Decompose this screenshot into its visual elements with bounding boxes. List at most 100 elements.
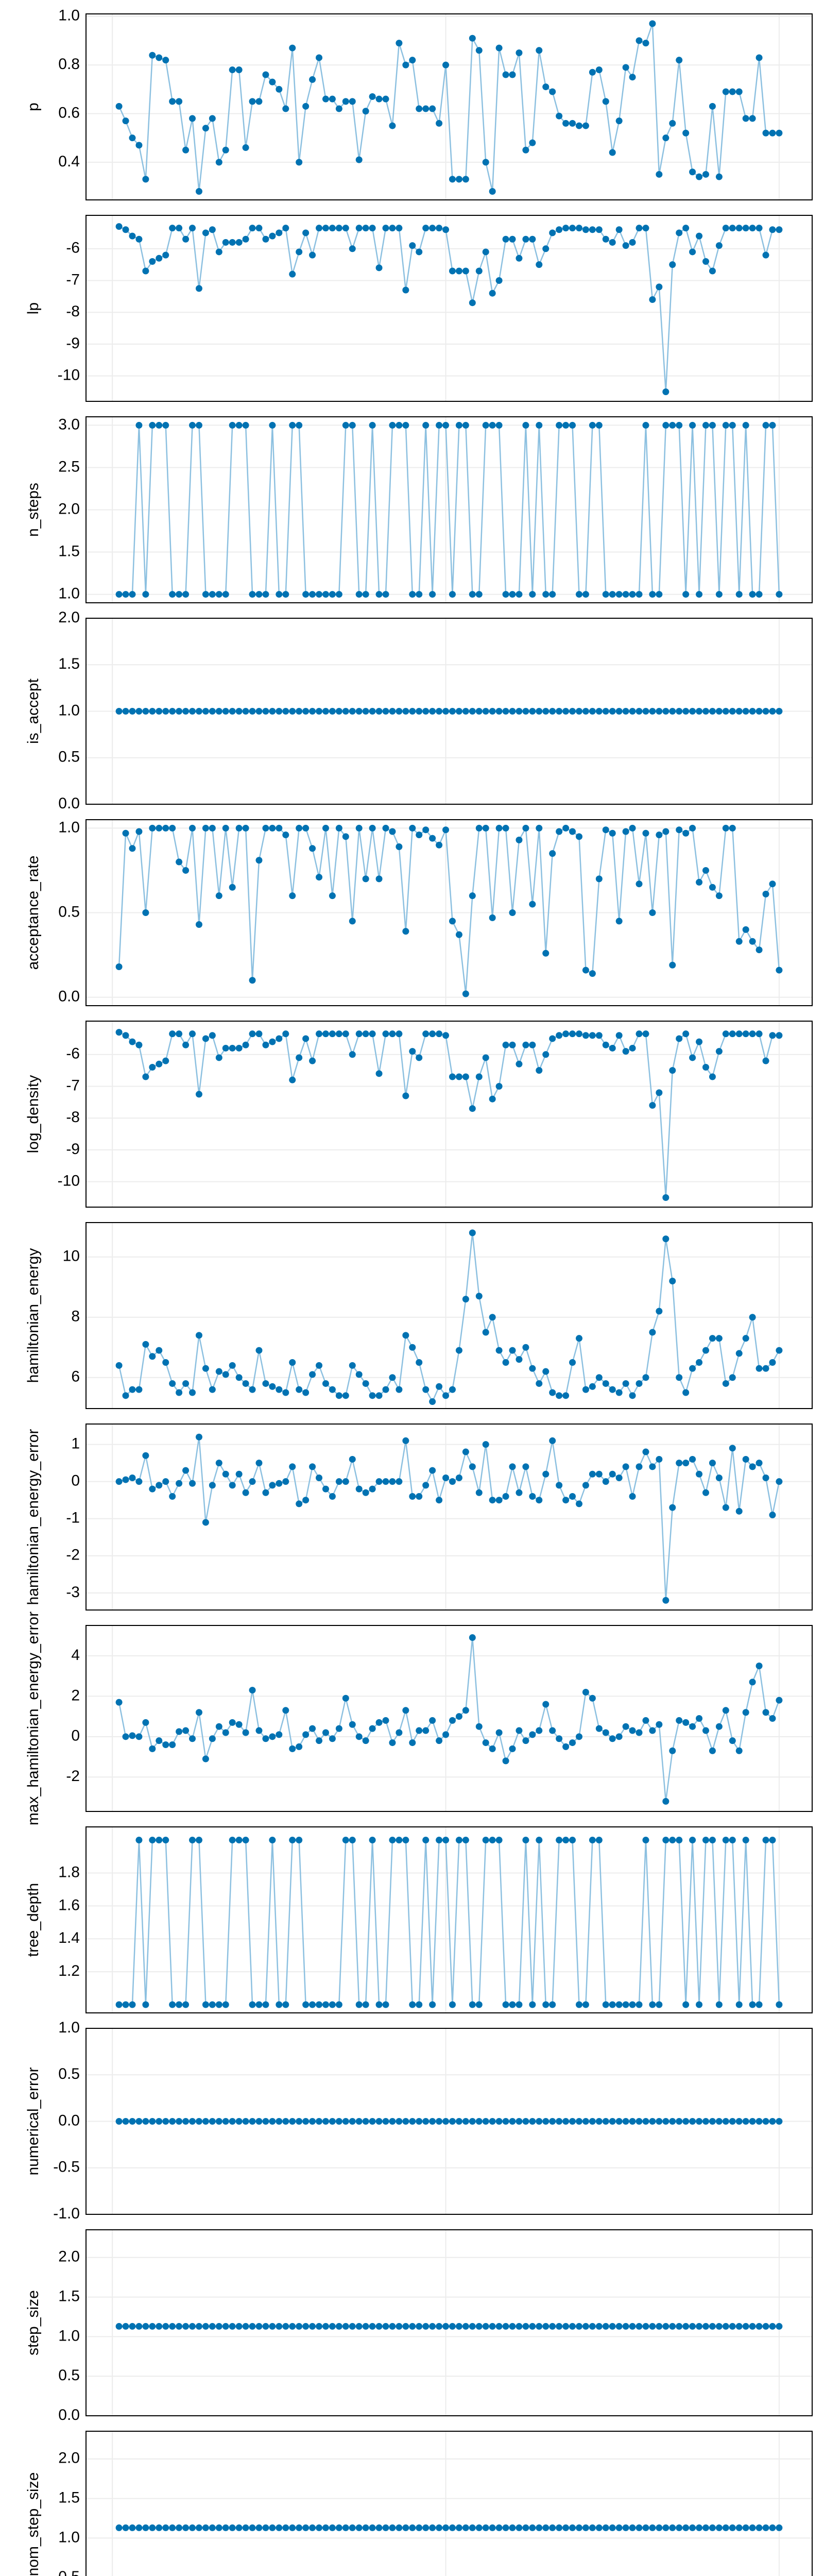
data-point — [489, 1837, 496, 1844]
data-point — [636, 1463, 643, 1470]
data-point — [382, 2118, 389, 2125]
data-point — [536, 708, 543, 715]
data-point — [749, 708, 756, 715]
data-point — [309, 2524, 316, 2531]
data-point — [769, 1512, 776, 1519]
data-point — [702, 171, 709, 178]
data-point — [729, 225, 736, 232]
data-point — [335, 1725, 342, 1732]
data-point — [542, 83, 550, 91]
data-point — [495, 44, 503, 52]
data-point — [262, 2001, 269, 2008]
data-point — [762, 251, 769, 259]
data-point — [589, 2323, 596, 2330]
data-point — [622, 591, 629, 598]
data-point — [662, 1235, 670, 1243]
y-tick-label: 0.5 — [58, 2065, 80, 2082]
data-point — [702, 1837, 709, 1844]
data-point — [575, 708, 582, 715]
data-point — [549, 1437, 556, 1444]
data-point — [369, 93, 376, 100]
data-point — [442, 226, 450, 233]
data-point — [262, 2323, 269, 2330]
data-point — [656, 2001, 663, 2008]
data-point — [529, 235, 536, 243]
data-point — [729, 824, 736, 832]
data-point — [455, 1347, 462, 1354]
panel: -2 0 2 4 max_hamiltonian_energy_error — [25, 1612, 813, 1825]
data-point — [422, 421, 430, 429]
data-point — [749, 591, 756, 598]
data-point — [582, 708, 589, 715]
data-point — [649, 1102, 656, 1109]
data-point — [756, 946, 763, 954]
data-point — [622, 242, 629, 249]
data-point — [296, 159, 303, 166]
data-point — [362, 875, 369, 883]
data-point — [615, 1389, 623, 1396]
data-point — [662, 828, 670, 835]
data-point — [422, 2524, 430, 2531]
data-point — [169, 1380, 176, 1387]
data-point — [756, 708, 763, 715]
data-point — [682, 591, 690, 598]
series-line — [118, 23, 779, 192]
data-point — [682, 2118, 690, 2125]
data-point — [489, 2524, 496, 2531]
data-point — [436, 1737, 443, 1744]
data-point — [455, 1073, 462, 1080]
data-point — [609, 149, 616, 156]
data-point — [449, 1386, 456, 1393]
data-point — [382, 591, 389, 598]
data-point — [255, 2524, 263, 2531]
data-point — [269, 824, 276, 832]
data-point — [622, 1380, 629, 1387]
data-point — [135, 1041, 143, 1048]
data-point — [669, 1278, 676, 1285]
data-point — [409, 1344, 416, 1351]
data-point — [556, 828, 563, 835]
data-point — [589, 226, 596, 233]
data-point — [195, 1709, 202, 1716]
data-point — [455, 708, 462, 715]
data-point — [335, 591, 342, 598]
data-point — [709, 267, 716, 275]
data-point — [369, 708, 376, 715]
data-point — [156, 421, 163, 429]
data-point — [362, 1380, 369, 1387]
data-point — [689, 168, 696, 176]
data-point — [689, 824, 696, 832]
data-point — [429, 591, 436, 598]
data-point — [556, 112, 563, 120]
data-point — [702, 1727, 709, 1734]
data-point — [449, 2118, 456, 2125]
plot-frame — [85, 2229, 813, 2416]
data-point — [749, 2524, 756, 2531]
data-point — [715, 2001, 723, 2008]
data-point — [589, 970, 596, 977]
data-point — [282, 708, 289, 715]
data-point — [369, 421, 376, 429]
data-point — [462, 990, 469, 997]
data-point — [602, 1041, 609, 1048]
y-tick-label: 2.0 — [58, 500, 80, 517]
data-point — [302, 1035, 310, 1042]
data-point — [402, 928, 409, 935]
data-point — [222, 591, 229, 598]
data-point — [162, 251, 169, 259]
data-point — [282, 591, 289, 598]
data-point — [242, 1380, 249, 1387]
plot-frame — [85, 2431, 813, 2576]
data-point — [602, 1478, 609, 1485]
data-point — [182, 1041, 190, 1048]
data-point — [696, 232, 703, 240]
data-point — [309, 708, 316, 715]
data-point — [396, 40, 403, 47]
data-point — [735, 1350, 743, 1357]
y-tick-label: -9 — [66, 1141, 80, 1158]
data-point — [696, 708, 703, 715]
data-point — [129, 232, 136, 240]
data-point — [302, 2524, 310, 2531]
data-point — [449, 591, 456, 598]
data-point — [455, 421, 462, 429]
